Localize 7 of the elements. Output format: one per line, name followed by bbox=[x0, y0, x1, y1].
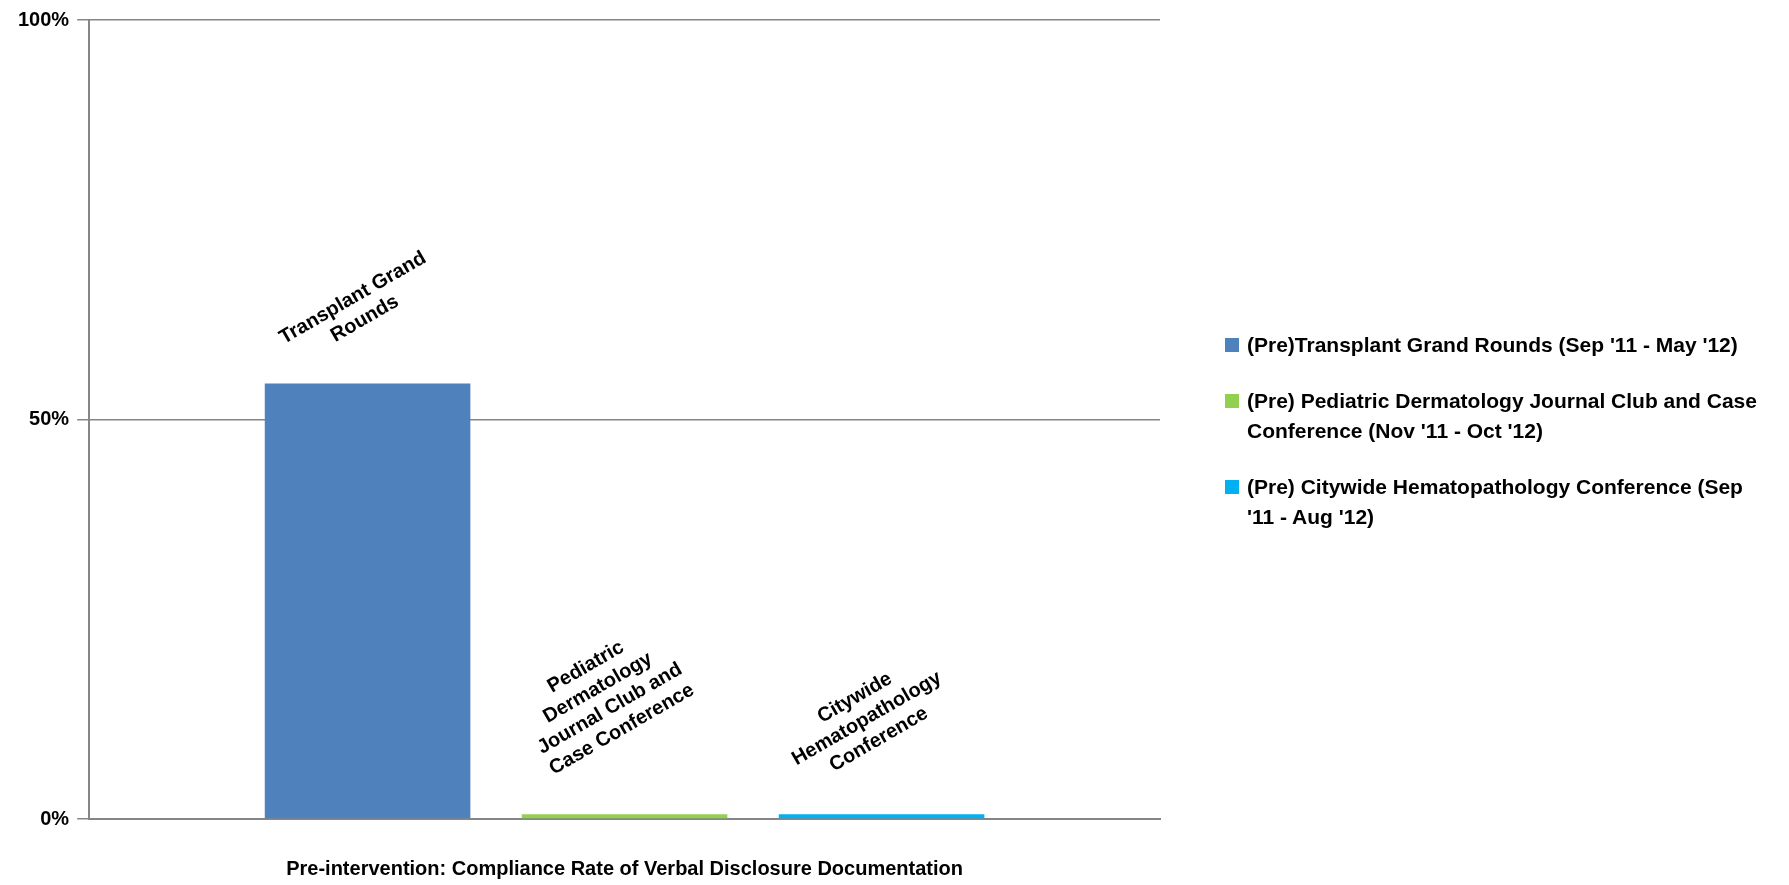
legend-label: (Pre) Pediatric Dermatology Journal Club and Case Conference (Nov '11 - Oct '12) bbox=[1247, 388, 1758, 444]
y-tick-label: 0% bbox=[40, 806, 70, 829]
y-tick-label: 100% bbox=[18, 7, 70, 30]
x-axis-title: Pre-intervention: Compliance Rate of Verbal Disclosure Documentation bbox=[286, 856, 963, 879]
y-tick-label: 50% bbox=[29, 407, 70, 430]
legend-label: (Pre)Transplant Grand Rounds (Sep '11 - May '12) bbox=[1247, 332, 1738, 358]
legend-label: (Pre) Citywide Hematopathology Conference (Sep '11 - Aug '12) bbox=[1247, 474, 1744, 530]
